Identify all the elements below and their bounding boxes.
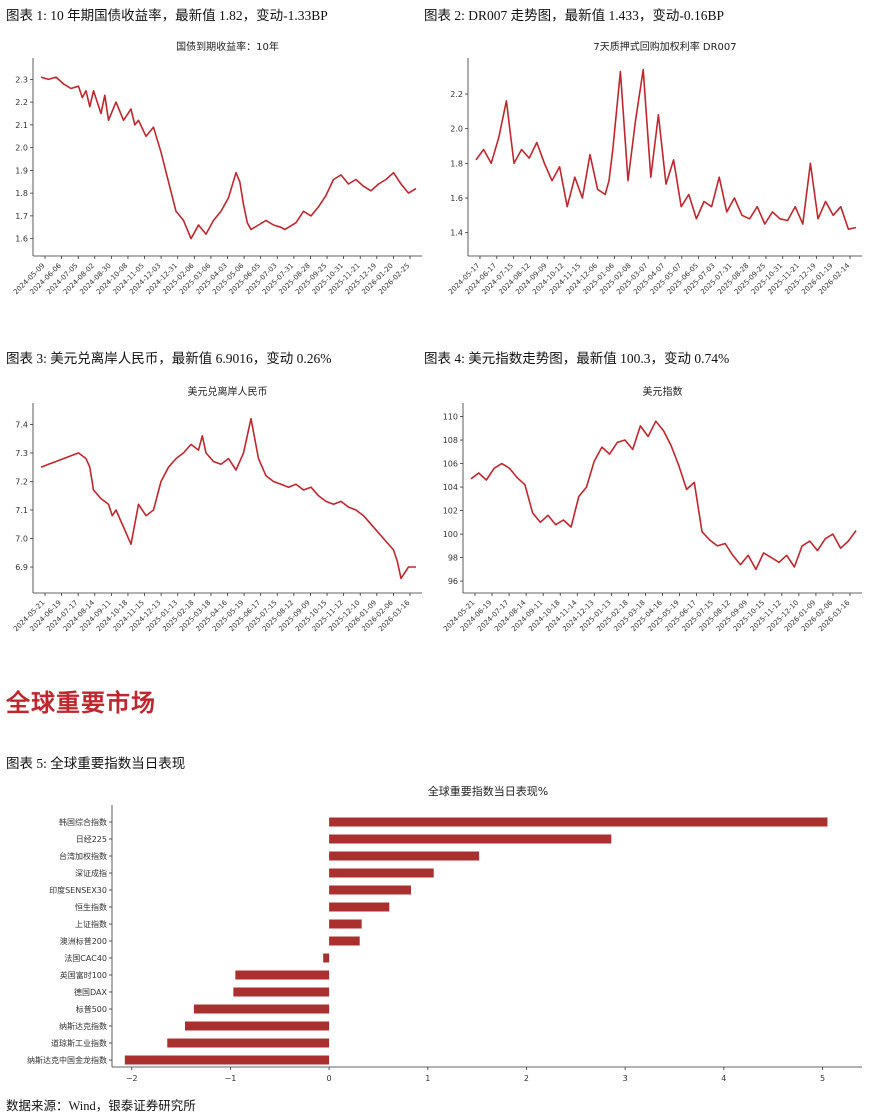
- figure-4-caption: 图表 4: 美元指数走势图，最新值 100.3，变动 0.74%: [424, 351, 730, 366]
- y-tick-label: 1.9: [15, 166, 28, 175]
- bar: [235, 970, 330, 980]
- category-label: 印度SENSEX30: [49, 885, 107, 895]
- y-tick-label: 2.0: [15, 144, 28, 153]
- y-tick-label: 1.6: [450, 194, 463, 203]
- category-label: 标普500: [76, 1004, 107, 1014]
- category-label: 上证指数: [75, 919, 107, 929]
- bar: [329, 919, 362, 929]
- y-tick-label: 108: [443, 436, 458, 445]
- chart-usdcnh: 美元兑离岸人民币 6.9 7.0 7.1 7.2 7.3 7.4 2024-05-21 2024…: [0, 375, 430, 655]
- figure-2-caption: 图表 2: DR007 走势图，最新值 1.433，变动-0.16BP: [424, 8, 725, 23]
- figure-3-caption: 图表 3: 美元兑离岸人民币，最新值 6.9016，变动 0.26%: [6, 351, 332, 366]
- category-label: 澳洲标普200: [60, 936, 107, 946]
- bar: [323, 953, 330, 963]
- x-tick-label: 1: [425, 1074, 430, 1083]
- chart-global-indices: 全球重要指数当日表现% −2 −1 0 1 2 3 4 5 韩国综合指数日经225 台湾加权指数深证…: [0, 775, 875, 1090]
- category-label: 纳斯达克指数: [59, 1021, 107, 1031]
- series-line: [40, 76, 417, 240]
- chart-title: 美元兑离岸人民币: [188, 385, 268, 398]
- chart-10y-yield-svg: 国债到期收益率：10年1.61.71.81.92.02.12.22.32024-…: [12, 40, 422, 296]
- chart-10y-yield: 国债到期收益率：10年 1.6 1.7 1.8 1.9 2.0 2.1 2.2 2.3 2024-…: [0, 30, 430, 330]
- y-tick-label: 106: [443, 460, 458, 469]
- chart-title: 7天质押式回购加权利率 DR007: [593, 40, 736, 53]
- y-tick-label: 2.1: [15, 121, 28, 130]
- category-label: 纳斯达克中国金龙指数: [27, 1055, 107, 1065]
- bar: [329, 885, 412, 895]
- series-line: [40, 417, 416, 580]
- category-label: 深证成指: [75, 868, 107, 878]
- category-label: 道琼斯工业指数: [51, 1038, 107, 1048]
- bar: [329, 868, 434, 878]
- bar: [233, 987, 330, 997]
- y-tick-label: 2.2: [15, 98, 28, 107]
- bar: [167, 1038, 330, 1048]
- x-tick-label: 4: [721, 1074, 726, 1083]
- figure-1-caption: 图表 1: 10 年期国债收益率，最新值 1.82，变动-1.33BP: [6, 8, 328, 23]
- y-tick-label: 2.0: [450, 125, 463, 134]
- figure-5-caption: 图表 5: 全球重要指数当日表现: [6, 756, 186, 771]
- series-line: [470, 420, 857, 571]
- y-tick-label: 2.2: [450, 90, 463, 99]
- y-tick-label: 1.4: [450, 229, 463, 238]
- y-tick-label: 1.7: [15, 212, 28, 221]
- y-tick-label: 7.2: [15, 477, 28, 486]
- bar: [329, 817, 828, 827]
- chart-title: 国债到期收益率：10年: [176, 40, 279, 53]
- category-label: 台湾加权指数: [59, 851, 107, 861]
- y-tick-label: 98: [448, 554, 458, 563]
- category-label: 恒生指数: [75, 902, 107, 912]
- y-tick-label: 7.1: [15, 506, 28, 515]
- y-tick-label: 1.8: [450, 159, 463, 168]
- category-label: 德国DAX: [74, 987, 107, 997]
- bar: [124, 1055, 330, 1065]
- y-tick-label: 110: [443, 413, 458, 422]
- y-tick-label: 1.8: [15, 189, 28, 198]
- bar: [329, 902, 390, 912]
- chart-dxy: 美元指数 96 98 100 102 104 106 108 110 2024-05-21 2024…: [430, 375, 875, 655]
- x-tick-label: 0: [327, 1074, 332, 1083]
- y-tick-label: 7.4: [15, 420, 28, 429]
- chart-dxy-svg: 美元指数96981001021041061081102024-05-212024…: [442, 385, 862, 633]
- bar: [329, 851, 480, 861]
- x-tick-label: −2: [126, 1074, 138, 1083]
- x-tick-label: −1: [225, 1074, 237, 1083]
- chart-usdcnh-svg: 美元兑离岸人民币6.97.07.17.27.37.42024-05-212024…: [12, 385, 422, 633]
- category-label: 韩国综合指数: [59, 817, 107, 827]
- y-tick-label: 100: [443, 530, 458, 539]
- category-label: 日经225: [76, 834, 107, 844]
- chart-title: 美元指数: [643, 385, 683, 398]
- y-tick-label: 102: [443, 507, 458, 516]
- y-tick-label: 7.3: [15, 449, 28, 458]
- bar: [329, 834, 612, 844]
- chart-dr007-svg: 7天质押式回购加权利率 DR0071.41.61.82.02.22024-05-…: [447, 40, 862, 296]
- y-tick-label: 1.6: [15, 235, 28, 244]
- x-tick-label: 2: [524, 1074, 529, 1083]
- y-tick-label: 6.9: [15, 563, 28, 572]
- bar: [185, 1021, 330, 1031]
- bar: [193, 1004, 330, 1014]
- category-label: 法国CAC40: [64, 953, 107, 963]
- x-tick-label: 3: [623, 1074, 628, 1083]
- chart-title: 全球重要指数当日表现%: [428, 784, 548, 798]
- bar: [329, 936, 360, 946]
- category-label: 英国富时100: [60, 970, 107, 980]
- section-title: 全球重要市场: [6, 688, 156, 717]
- chart-dr007: 7天质押式回购加权利率 DR007 1.4 1.6 1.8 2.0 2.2 2024-05-…: [430, 30, 875, 330]
- y-tick-label: 2.3: [15, 75, 28, 84]
- x-tick-label: 5: [820, 1074, 825, 1083]
- y-tick-label: 96: [448, 577, 458, 586]
- series-line: [475, 68, 857, 230]
- y-tick-label: 7.0: [15, 535, 28, 544]
- source-note: 数据来源：Wind，银泰证券研究所: [6, 1099, 196, 1113]
- y-tick-label: 104: [443, 483, 458, 492]
